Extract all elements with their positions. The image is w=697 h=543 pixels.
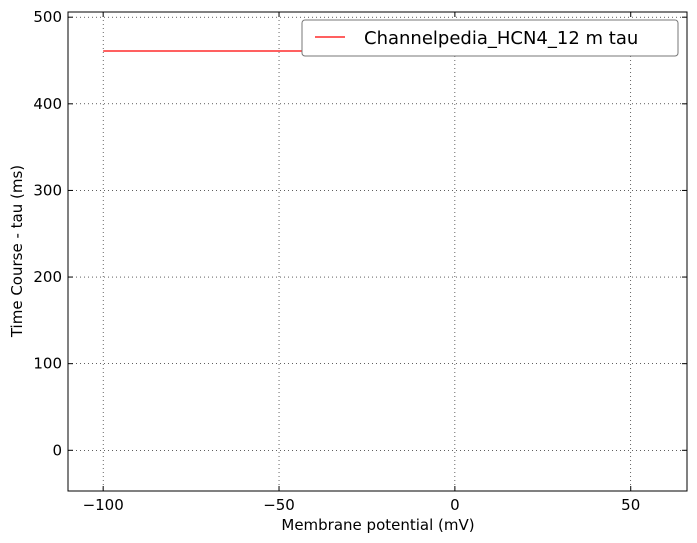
y-tick-labels: 0 100 200 300 400 500 (33, 8, 62, 459)
x-tick-label: 0 (450, 496, 460, 514)
y-tick-label: 300 (33, 181, 62, 199)
x-axis-label: Membrane potential (mV) (281, 516, 474, 534)
y-tick-label: 200 (33, 268, 62, 286)
x-tick-label: 50 (621, 496, 640, 514)
axis-ticks (68, 12, 687, 491)
plot-frame (67, 11, 688, 492)
x-tick-label: −100 (83, 496, 124, 514)
y-axis-label: Time Course - tau (ms) (8, 165, 26, 338)
y-tick-label: 400 (33, 95, 62, 113)
legend-series-label: Channelpedia_HCN4_12 m tau (364, 28, 638, 49)
x-tick-labels: −100 −50 0 50 (83, 496, 641, 514)
legend-box (301, 19, 679, 57)
x-tick-label: −50 (263, 496, 295, 514)
y-tick-label: 0 (52, 441, 62, 459)
y-tick-label: 500 (33, 8, 62, 26)
y-tick-label: 100 (33, 355, 62, 373)
legend: Channelpedia_HCN4_12 m tau (301, 19, 679, 57)
plot-background (68, 12, 687, 491)
